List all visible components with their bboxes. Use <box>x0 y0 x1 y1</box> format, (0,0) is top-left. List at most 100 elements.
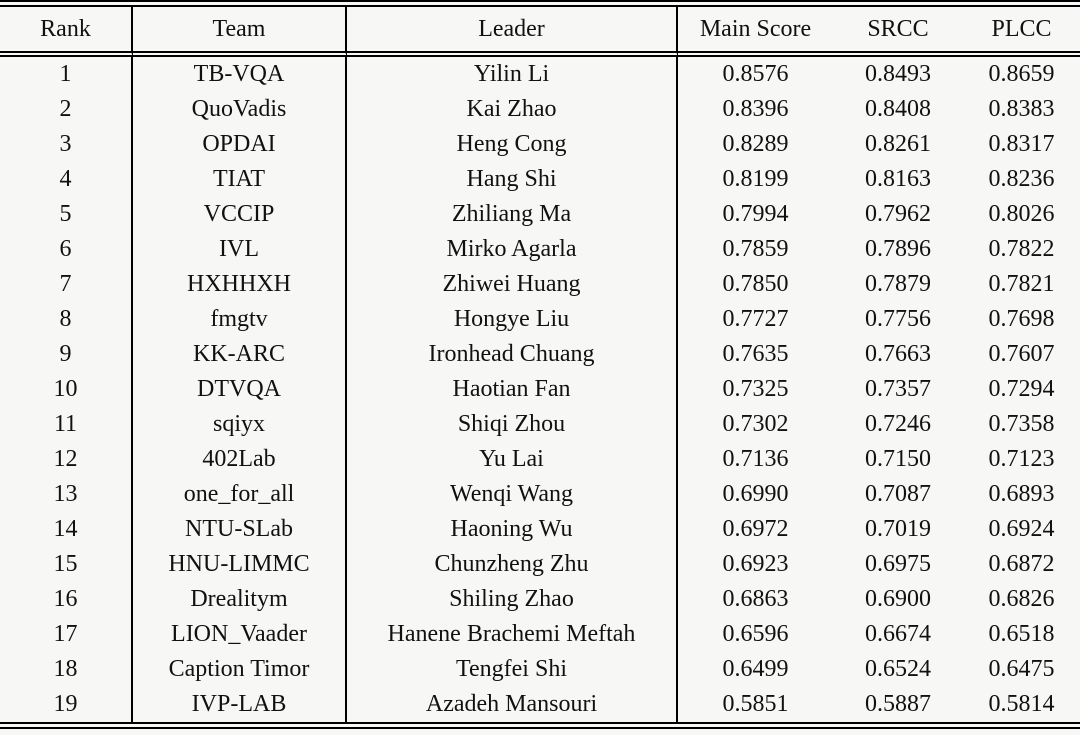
srcc-cell: 0.7087 <box>865 481 931 507</box>
main-score-cell: 0.7727 <box>722 306 789 332</box>
leader-cell: Tengfei Shi <box>347 652 678 687</box>
team-cell: QuoVadis <box>133 92 347 127</box>
srcc-cell: 0.8493 <box>865 61 931 87</box>
main-score-cell: 0.8289 <box>722 131 789 157</box>
team-cell: sqiyx <box>133 407 347 442</box>
srcc-cell: 0.7663 <box>865 341 931 367</box>
srcc-cell: 0.8408 <box>865 96 931 122</box>
plcc-cell: 0.8317 <box>988 131 1055 157</box>
main-score-cell: 0.7325 <box>722 376 789 402</box>
table-row: 14 NTU-SLab Haoning Wu 0.6972 0.7019 0.6… <box>0 512 1080 547</box>
srcc-cell: 0.8261 <box>865 131 931 157</box>
plcc-cell: 0.6893 <box>988 481 1055 507</box>
team-cell: HNU-LIMMC <box>133 547 347 582</box>
rank-cell: 8 <box>0 302 133 337</box>
leader-cell: Azadeh Mansouri <box>347 687 678 722</box>
rank-cell: 7 <box>0 267 133 302</box>
table-body: 1 TB-VQA Yilin Li 0.8576 0.8493 0.8659 2… <box>0 57 1080 722</box>
table-row: 17 LION_Vaader Hanene Brachemi Meftah 0.… <box>0 617 1080 652</box>
rank-cell: 19 <box>0 687 133 722</box>
rank-cell: 10 <box>0 372 133 407</box>
main-score-cell: 0.5851 <box>722 691 789 717</box>
main-score-cell: 0.7994 <box>722 201 789 227</box>
table-row: 10 DTVQA Haotian Fan 0.7325 0.7357 0.729… <box>0 372 1080 407</box>
srcc-cell: 0.7246 <box>865 411 931 437</box>
plcc-cell: 0.8383 <box>988 96 1055 122</box>
team-cell: one_for_all <box>133 477 347 512</box>
leader-cell: Kai Zhao <box>347 92 678 127</box>
rank-cell: 5 <box>0 197 133 232</box>
table-row: 16 Drealitym Shiling Zhao 0.6863 0.6900 … <box>0 582 1080 617</box>
table-row: 8 fmgtv Hongye Liu 0.7727 0.7756 0.7698 <box>0 302 1080 337</box>
main-score-cell: 0.6990 <box>722 481 789 507</box>
main-score-cell: 0.6863 <box>722 586 789 612</box>
leader-cell: Ironhead Chuang <box>347 337 678 372</box>
team-cell: fmgtv <box>133 302 347 337</box>
table-header: Rank Team Leader Main Score SRCC PLCC <box>0 7 1080 57</box>
rank-cell: 4 <box>0 162 133 197</box>
team-cell: TB-VQA <box>133 57 347 92</box>
leader-cell: Zhiwei Huang <box>347 267 678 302</box>
plcc-cell: 0.7294 <box>988 376 1055 402</box>
leader-cell: Wenqi Wang <box>347 477 678 512</box>
leader-cell: Hang Shi <box>347 162 678 197</box>
rank-cell: 6 <box>0 232 133 267</box>
main-score-cell: 0.6596 <box>722 621 789 647</box>
main-score-cell: 0.8199 <box>722 166 789 192</box>
plcc-cell: 0.7821 <box>988 271 1055 297</box>
table-row: 5 VCCIP Zhiliang Ma 0.7994 0.7962 0.8026 <box>0 197 1080 232</box>
main-score-cell: 0.8396 <box>722 96 789 122</box>
plcc-cell: 0.6826 <box>988 586 1055 612</box>
srcc-cell: 0.7879 <box>865 271 931 297</box>
rank-cell: 2 <box>0 92 133 127</box>
table-row: 3 OPDAI Heng Cong 0.8289 0.8261 0.8317 <box>0 127 1080 162</box>
table-row: 6 IVL Mirko Agarla 0.7859 0.7896 0.7822 <box>0 232 1080 267</box>
main-score-cell: 0.7302 <box>722 411 789 437</box>
leader-cell: Yu Lai <box>347 442 678 477</box>
table-row: 18 Caption Timor Tengfei Shi 0.6499 0.65… <box>0 652 1080 687</box>
rank-cell: 14 <box>0 512 133 547</box>
column-header-leader: Leader <box>347 7 678 57</box>
srcc-cell: 0.7896 <box>865 236 931 262</box>
leader-cell: Zhiliang Ma <box>347 197 678 232</box>
srcc-cell: 0.7150 <box>865 446 931 472</box>
main-score-cell: 0.6923 <box>722 551 789 577</box>
plcc-cell: 0.5814 <box>988 691 1055 717</box>
rank-cell: 15 <box>0 547 133 582</box>
srcc-cell: 0.6674 <box>865 621 931 647</box>
team-cell: IVL <box>133 232 347 267</box>
main-score-cell: 0.8576 <box>722 61 789 87</box>
leader-cell: Shiling Zhao <box>347 582 678 617</box>
main-score-cell: 0.6499 <box>722 656 789 682</box>
table-row: 2 QuoVadis Kai Zhao 0.8396 0.8408 0.8383 <box>0 92 1080 127</box>
leader-cell: Heng Cong <box>347 127 678 162</box>
plcc-cell: 0.8026 <box>988 201 1055 227</box>
srcc-cell: 0.8163 <box>865 166 931 192</box>
team-cell: IVP-LAB <box>133 687 347 722</box>
table-row: 7 HXHHXH Zhiwei Huang 0.7850 0.7879 0.78… <box>0 267 1080 302</box>
team-cell: KK-ARC <box>133 337 347 372</box>
table-row: 9 KK-ARC Ironhead Chuang 0.7635 0.7663 0… <box>0 337 1080 372</box>
rank-cell: 1 <box>0 57 133 92</box>
plcc-cell: 0.7358 <box>988 411 1055 437</box>
plcc-cell: 0.6924 <box>988 516 1055 542</box>
leader-cell: Mirko Agarla <box>347 232 678 267</box>
srcc-cell: 0.7962 <box>865 201 931 227</box>
leader-cell: Yilin Li <box>347 57 678 92</box>
srcc-cell: 0.7019 <box>865 516 931 542</box>
team-cell: 402Lab <box>133 442 347 477</box>
plcc-cell: 0.7123 <box>988 446 1055 472</box>
column-header-plcc: PLCC <box>963 7 1080 57</box>
srcc-cell: 0.6975 <box>865 551 931 577</box>
table-row: 19 IVP-LAB Azadeh Mansouri 0.5851 0.5887… <box>0 687 1080 722</box>
srcc-cell: 0.6900 <box>865 586 931 612</box>
table-row: 12 402Lab Yu Lai 0.7136 0.7150 0.7123 <box>0 442 1080 477</box>
rank-cell: 17 <box>0 617 133 652</box>
team-cell: Drealitym <box>133 582 347 617</box>
rank-cell: 3 <box>0 127 133 162</box>
team-cell: VCCIP <box>133 197 347 232</box>
plcc-cell: 0.8236 <box>988 166 1055 192</box>
table-row: 4 TIAT Hang Shi 0.8199 0.8163 0.8236 <box>0 162 1080 197</box>
main-score-cell: 0.7850 <box>722 271 789 297</box>
